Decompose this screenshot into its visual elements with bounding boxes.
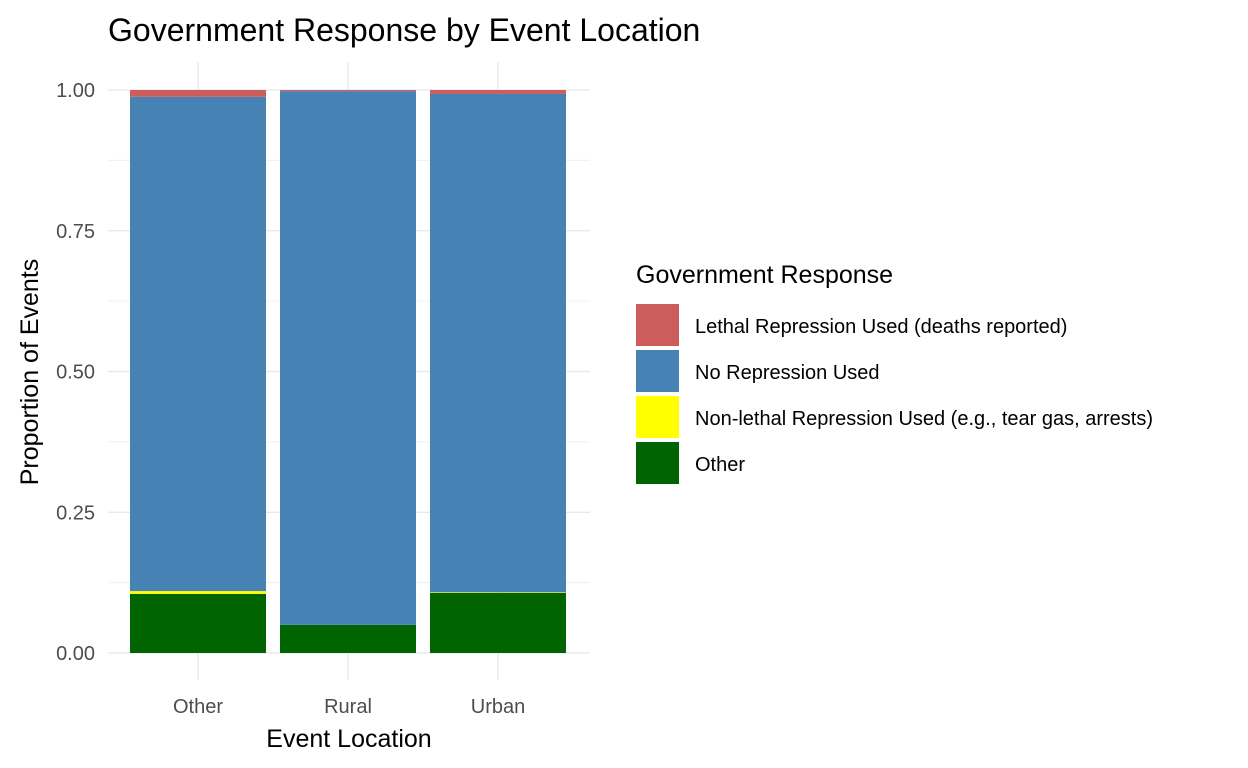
- x-axis-ticks: Other Rural Urban: [173, 696, 525, 718]
- legend-swatch: [636, 304, 679, 346]
- bar-segment: [130, 591, 266, 594]
- y-tick-label: 1.00: [56, 80, 95, 102]
- legend-swatch: [636, 442, 679, 484]
- x-axis-title: Event Location: [266, 725, 431, 753]
- legend-label: Non-lethal Repression Used (e.g., tear g…: [695, 408, 1153, 430]
- y-axis-title: Proportion of Events: [16, 259, 44, 486]
- bar-segment: [130, 96, 266, 592]
- bar-segment: [430, 592, 566, 593]
- x-tick-label: Other: [173, 696, 223, 718]
- bar-segment: [280, 91, 416, 625]
- legend: Government Response Lethal Repression Us…: [636, 261, 1153, 484]
- bar-segment: [430, 592, 566, 653]
- bars: [130, 90, 566, 653]
- y-tick-label: 0.50: [56, 362, 95, 384]
- bar-segment: [430, 90, 566, 94]
- y-tick-label: 0.75: [56, 221, 95, 243]
- legend-label: Other: [695, 454, 745, 476]
- legend-title: Government Response: [636, 261, 893, 289]
- x-tick-label: Urban: [471, 696, 525, 718]
- y-tick-label: 0.00: [56, 643, 95, 665]
- bar-segment: [430, 93, 566, 593]
- legend-label: No Repression Used: [695, 362, 880, 384]
- legend-swatch: [636, 396, 679, 438]
- x-tick-label: Rural: [324, 696, 372, 718]
- bar-segment: [130, 90, 266, 97]
- chart-title: Government Response by Event Location: [108, 12, 700, 48]
- y-tick-label: 0.25: [56, 502, 95, 524]
- bar-segment: [280, 624, 416, 653]
- y-axis-ticks: 0.00 0.25 0.50 0.75 1.00: [56, 80, 95, 665]
- legend-label: Lethal Repression Used (deaths reported): [695, 316, 1067, 338]
- bar-segment: [130, 593, 266, 653]
- legend-swatch: [636, 350, 679, 392]
- bar-segment: [280, 90, 416, 92]
